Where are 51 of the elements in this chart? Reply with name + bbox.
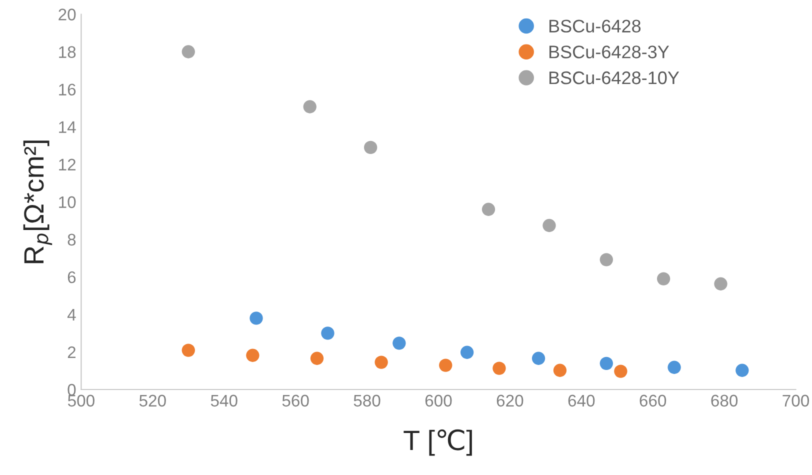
point (392, 336, 406, 350)
y-tick-label: 12 (59, 158, 76, 170)
point (656, 272, 670, 286)
point (714, 277, 728, 290)
point (553, 364, 567, 377)
point (310, 352, 324, 365)
point (482, 202, 496, 216)
y-tick-label: 2 (68, 346, 76, 358)
x-tick-label: 620 (496, 394, 524, 407)
x-axis-title: T [℃] (404, 429, 472, 456)
y-axis-title: R$_{p}$[Ω*cm²] (23, 140, 52, 264)
x-tick-label: 660 (640, 394, 666, 407)
x-tick-label: 600 (425, 394, 452, 407)
point (600, 253, 613, 266)
point (321, 326, 334, 340)
point (600, 356, 613, 370)
point (303, 100, 316, 114)
x-tick-label: 680 (711, 394, 738, 407)
point (182, 344, 195, 357)
x-tick-label: 500 (68, 394, 94, 407)
point (492, 362, 506, 375)
y-tick-label: 10 (59, 196, 76, 208)
point (374, 356, 388, 369)
point (542, 218, 556, 232)
y-tick-label: 4 (67, 309, 76, 320)
point (668, 360, 681, 374)
legend-label: BSCu-6428-3Y (549, 46, 670, 58)
legend-label: BSCu-6428 (549, 20, 641, 33)
y-tick-label: 20 (58, 8, 76, 20)
x-tick-label: 640 (568, 394, 595, 407)
x-tick-label: 560 (282, 394, 309, 407)
point (250, 312, 263, 325)
x-tick-label: 580 (354, 394, 380, 407)
point (614, 364, 628, 378)
point (439, 358, 452, 372)
point (364, 140, 378, 154)
y-tick-label: 14 (59, 121, 76, 133)
legend-label: BSCu-6428-10Y (549, 71, 680, 84)
y-tick-label: 6 (68, 271, 76, 284)
x-tick-label: 540 (210, 394, 238, 407)
y-tick-label: 16 (59, 84, 76, 96)
point (182, 45, 195, 58)
point (246, 348, 260, 362)
point (736, 364, 749, 377)
x-tick-label: 520 (139, 394, 166, 407)
x-tick-label: 700 (782, 394, 810, 407)
y-tick-label: 8 (68, 234, 76, 246)
point (460, 346, 474, 359)
y-tick-label: 18 (59, 46, 76, 58)
point (532, 352, 546, 365)
y-tick-label: 0 (68, 384, 76, 396)
